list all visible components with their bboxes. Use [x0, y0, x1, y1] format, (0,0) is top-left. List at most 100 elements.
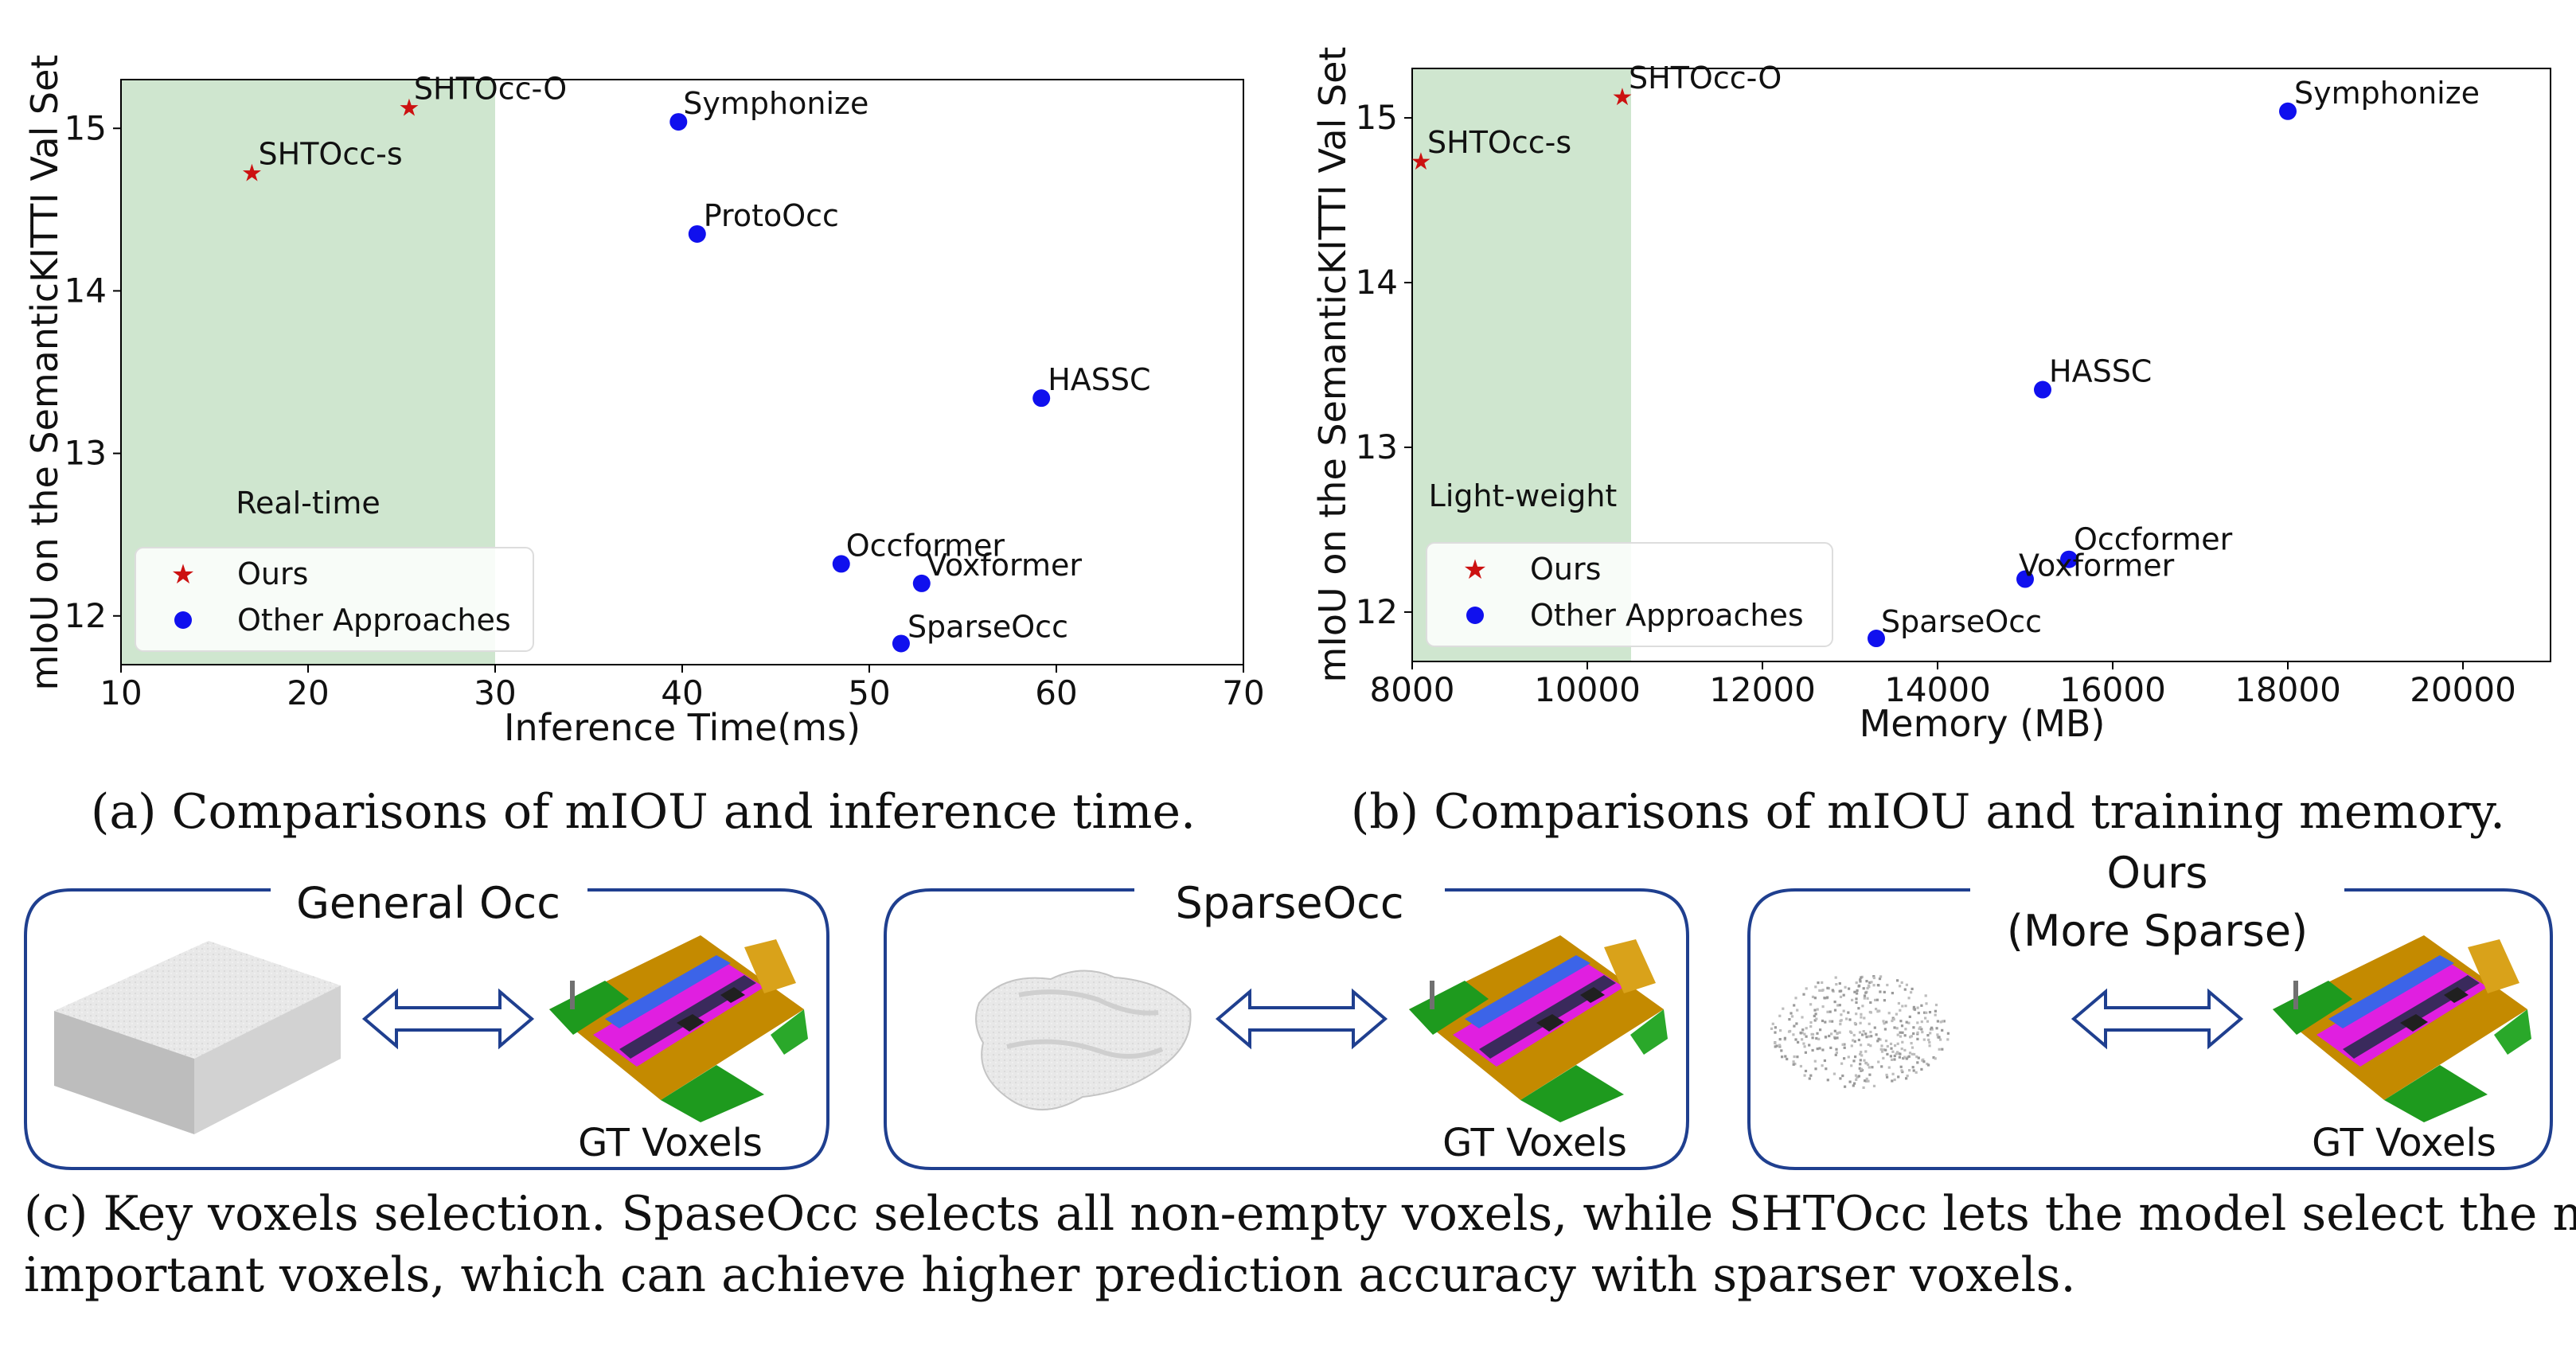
- sparse-voxel: [1771, 1022, 1774, 1025]
- sparse-voxel: [1847, 1011, 1850, 1014]
- sparse-voxel: [1910, 991, 1913, 994]
- sparse-voxel: [1869, 1044, 1872, 1048]
- sparse-voxel: [1774, 1041, 1777, 1045]
- sparse-voxel: [1856, 992, 1859, 995]
- sparse-voxel: [1855, 981, 1858, 985]
- panel-3-gt-label: GT Voxels: [2312, 1121, 2496, 1165]
- sparse-voxel: [1862, 987, 1865, 990]
- sparse-voxel: [1905, 983, 1908, 986]
- sparse-voxel: [1778, 1038, 1782, 1041]
- sparse-voxel: [1946, 1032, 1950, 1035]
- sparse-voxel: [1883, 1022, 1886, 1025]
- sparse-voxel: [1848, 1080, 1852, 1083]
- sparse-voxel: [1813, 1059, 1817, 1063]
- sparse-voxel: [1770, 1027, 1774, 1030]
- sparse-voxel: [1900, 1069, 1903, 1072]
- sparse-voxel: [1801, 1016, 1804, 1019]
- sparse-voxel: [1868, 1022, 1871, 1025]
- sparse-voxel: [1851, 998, 1854, 1001]
- sparse-voxel: [1808, 1077, 1811, 1080]
- sparse-voxel: [1801, 1032, 1804, 1035]
- sparse-voxel: [1848, 1018, 1852, 1021]
- sparse-voxel: [1833, 1009, 1837, 1012]
- chart-b-xtick-label: 12000: [1709, 670, 1816, 709]
- sparse-voxel: [1864, 1050, 1868, 1053]
- sparse-voxel: [1847, 1055, 1850, 1059]
- sparse-voxel: [1907, 1021, 1911, 1024]
- chart-a-point-hassc: [1032, 389, 1051, 408]
- sparse-voxel: [1841, 1074, 1844, 1078]
- figure-caption-line2: important voxels, which can achieve high…: [24, 1247, 2076, 1303]
- panel-1-gt-label: GT Voxels: [578, 1121, 763, 1165]
- sparse-voxel: [1857, 1075, 1860, 1078]
- sparse-voxel: [1922, 1060, 1926, 1063]
- sparse-voxel: [1928, 1011, 1932, 1014]
- sparse-voxel: [1897, 1001, 1900, 1005]
- sparse-voxel: [1860, 1069, 1863, 1072]
- sparse-voxel: [1904, 1028, 1907, 1031]
- sparse-voxel: [1838, 981, 1841, 985]
- sparse-voxel: [1870, 981, 1873, 984]
- sparse-voxel: [1916, 1032, 1919, 1036]
- sparse-voxel: [1869, 1011, 1872, 1014]
- sparse-voxel: [1899, 1031, 1902, 1034]
- sparse-voxel: [1928, 1044, 1931, 1048]
- sparse-voxel: [1882, 1056, 1885, 1059]
- sparse-voxel: [1882, 1020, 1885, 1023]
- chart-a-xtick-label: 50: [848, 673, 890, 712]
- sparse-voxel: [1819, 1028, 1822, 1032]
- sparse-voxel: [1864, 1079, 1867, 1083]
- sparse-voxel: [1805, 1035, 1808, 1038]
- chart-a-marks: 10 20 30 40 50 60 7012131415★SHTOcc-O★SHTOcc-s…: [64, 72, 1265, 712]
- sparse-voxel: [1866, 997, 1869, 1000]
- sparse-voxel: [1836, 1036, 1839, 1040]
- sparse-voxel: [1895, 1012, 1898, 1016]
- sparse-voxel: [1813, 997, 1817, 1000]
- sparse-voxel: [1803, 1045, 1806, 1048]
- sparse-voxel: [1925, 1002, 1928, 1005]
- chart-b-point-shtocc-o: ★: [1612, 84, 1633, 111]
- sparse-voxel: [1836, 1032, 1839, 1036]
- sparse-voxel: [1930, 1028, 1934, 1031]
- chart-a-point-sparseocc: [892, 634, 910, 653]
- sparse-voxel: [1926, 1063, 1929, 1066]
- sparse-voxel: [1840, 1062, 1844, 1065]
- sparse-voxel: [1811, 1036, 1814, 1040]
- gt1-pole: [570, 981, 575, 1009]
- gt-voxels-3: [2273, 935, 2531, 1122]
- sparse-voxel: [1941, 1020, 1944, 1023]
- sparse-voxel: [1814, 1012, 1817, 1016]
- blob-ridge: [1018, 989, 1159, 1016]
- double-arrow-3-shape: [2071, 988, 2244, 1050]
- sparse-voxel: [1893, 1054, 1896, 1058]
- chart-b-point-shtocc-s: ★: [1411, 149, 1432, 175]
- sparse-voxel: [1938, 1048, 1941, 1051]
- gt2-veg-left: [1409, 981, 1489, 1035]
- sparse-voxel: [1778, 1014, 1782, 1017]
- sparse-voxel: [1780, 1049, 1783, 1052]
- sparse-voxel: [1863, 1016, 1866, 1020]
- sparse-voxel: [1917, 1012, 1920, 1015]
- sparse-voxel: [1934, 1013, 1937, 1016]
- sparse-voxel: [1901, 1040, 1904, 1044]
- sparse-voxel: [1927, 1038, 1930, 1041]
- sparse-voxel: [1774, 1031, 1777, 1034]
- sparse-voxel: [1903, 988, 1907, 991]
- sparse-voxel: [1922, 1038, 1926, 1041]
- chart-a-legend-star: ★: [171, 560, 195, 590]
- sparse-voxel: [1946, 1038, 1950, 1041]
- caption-a: (a) Comparisons of mIOU and inference ti…: [91, 784, 1196, 840]
- sparse-voxel: [1854, 1055, 1857, 1059]
- gt1-car: [677, 1014, 704, 1032]
- gt2-lane-blue: [1465, 955, 1590, 1028]
- figure-caption-line1: (c) Key voxels selection. SpaseOcc selec…: [24, 1186, 2576, 1242]
- sparse-voxel: [1863, 1059, 1866, 1062]
- gt2-veg-right: [1630, 1009, 1668, 1055]
- chart-b-ytick-label: 12: [1356, 592, 1398, 631]
- sparse-voxel: [1861, 1033, 1864, 1036]
- sparse-voxel: [1862, 1030, 1865, 1033]
- sparse-voxel: [1855, 1012, 1858, 1016]
- sparse-voxel: [1894, 1044, 1897, 1048]
- sparse-voxel: [1818, 1047, 1821, 1050]
